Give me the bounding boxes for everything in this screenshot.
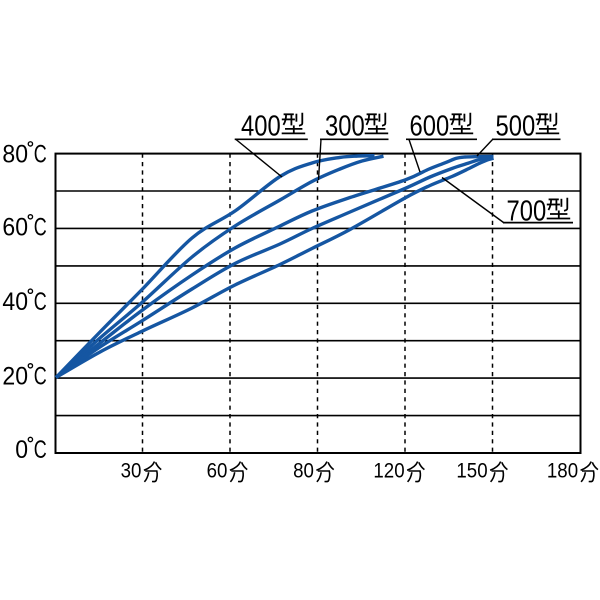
svg-text:C: C xyxy=(34,214,47,242)
svg-text:60: 60 xyxy=(2,214,28,242)
svg-text:40: 40 xyxy=(2,288,28,316)
svg-text:600: 600 xyxy=(410,111,450,143)
svg-text:700: 700 xyxy=(507,196,547,228)
svg-text:500: 500 xyxy=(496,111,536,143)
svg-text:C: C xyxy=(34,141,47,169)
svg-text:80: 80 xyxy=(2,141,28,169)
svg-text:30: 30 xyxy=(121,460,142,483)
svg-text:300: 300 xyxy=(325,111,365,143)
svg-text:C: C xyxy=(34,288,47,316)
svg-text:180: 180 xyxy=(547,460,578,483)
svg-text:60: 60 xyxy=(207,460,228,483)
svg-text:400: 400 xyxy=(241,111,281,143)
svg-text:80: 80 xyxy=(293,460,314,483)
svg-text:C: C xyxy=(34,363,47,391)
svg-text:20: 20 xyxy=(2,363,28,391)
svg-text:C: C xyxy=(34,436,47,464)
svg-text:150: 150 xyxy=(456,460,487,483)
svg-text:120: 120 xyxy=(373,460,404,483)
svg-text:0: 0 xyxy=(15,436,28,464)
